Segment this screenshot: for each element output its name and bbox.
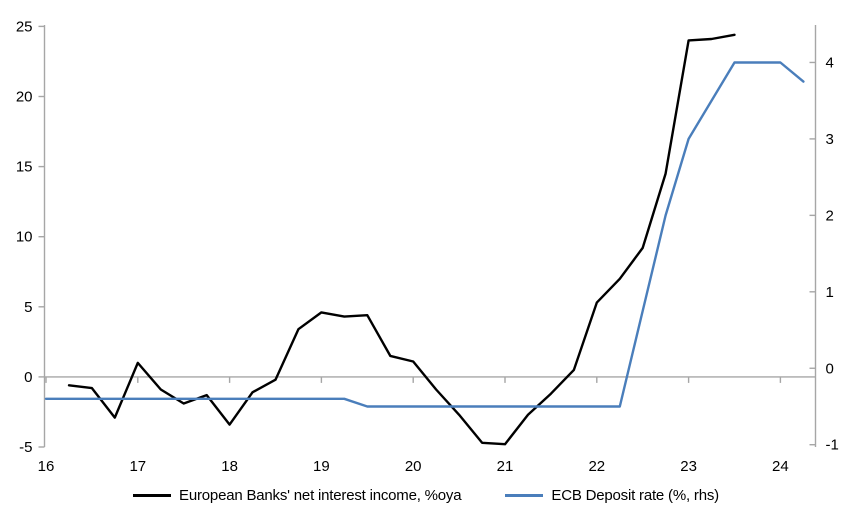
x-axis-tick-label: 20	[405, 458, 422, 475]
right-axis-tick-label: 1	[826, 284, 834, 301]
legend-item-net-interest-income: European Banks' net interest income, %oy…	[133, 487, 462, 504]
right-axis-tick-label: 2	[826, 207, 834, 224]
black-line-swatch-icon	[133, 494, 172, 497]
right-axis-tick-label: 3	[826, 131, 834, 148]
x-axis-tick-label: 16	[38, 458, 55, 475]
x-axis-tick-label: 18	[221, 458, 238, 475]
series-line-ecb-deposit-rate	[44, 61, 805, 408]
left-axis-tick-label: -5	[19, 439, 32, 456]
legend-label-ecb-deposit-rate: ECB Deposit rate (%, rhs)	[551, 487, 719, 504]
chart-legend: European Banks' net interest income, %oy…	[0, 487, 852, 504]
x-axis-tick-label: 17	[129, 458, 146, 475]
left-axis-tick-label: 0	[24, 369, 32, 386]
left-axis-tick-label: 20	[16, 89, 33, 106]
right-axis-tick-label: -1	[826, 437, 839, 454]
legend-label-net-interest-income: European Banks' net interest income, %oy…	[179, 487, 462, 504]
blue-line-swatch-icon	[505, 494, 544, 497]
x-axis-tick-label: 19	[313, 458, 330, 475]
left-axis-tick-label: 25	[16, 18, 33, 35]
series-line-net-interest-income	[67, 33, 736, 446]
right-axis-tick-label: 4	[826, 54, 834, 71]
legend-item-ecb-deposit-rate: ECB Deposit rate (%, rhs)	[505, 487, 719, 504]
x-axis-tick-label: 22	[588, 458, 605, 475]
left-axis-tick-label: 15	[16, 159, 33, 176]
x-axis-tick-label: 24	[772, 458, 789, 475]
left-axis-tick-label: 5	[24, 299, 32, 316]
right-axis-tick-label: 0	[826, 360, 834, 377]
x-axis-tick-label: 23	[680, 458, 697, 475]
left-axis-tick-label: 10	[16, 229, 33, 246]
x-axis-tick-label: 21	[497, 458, 514, 475]
